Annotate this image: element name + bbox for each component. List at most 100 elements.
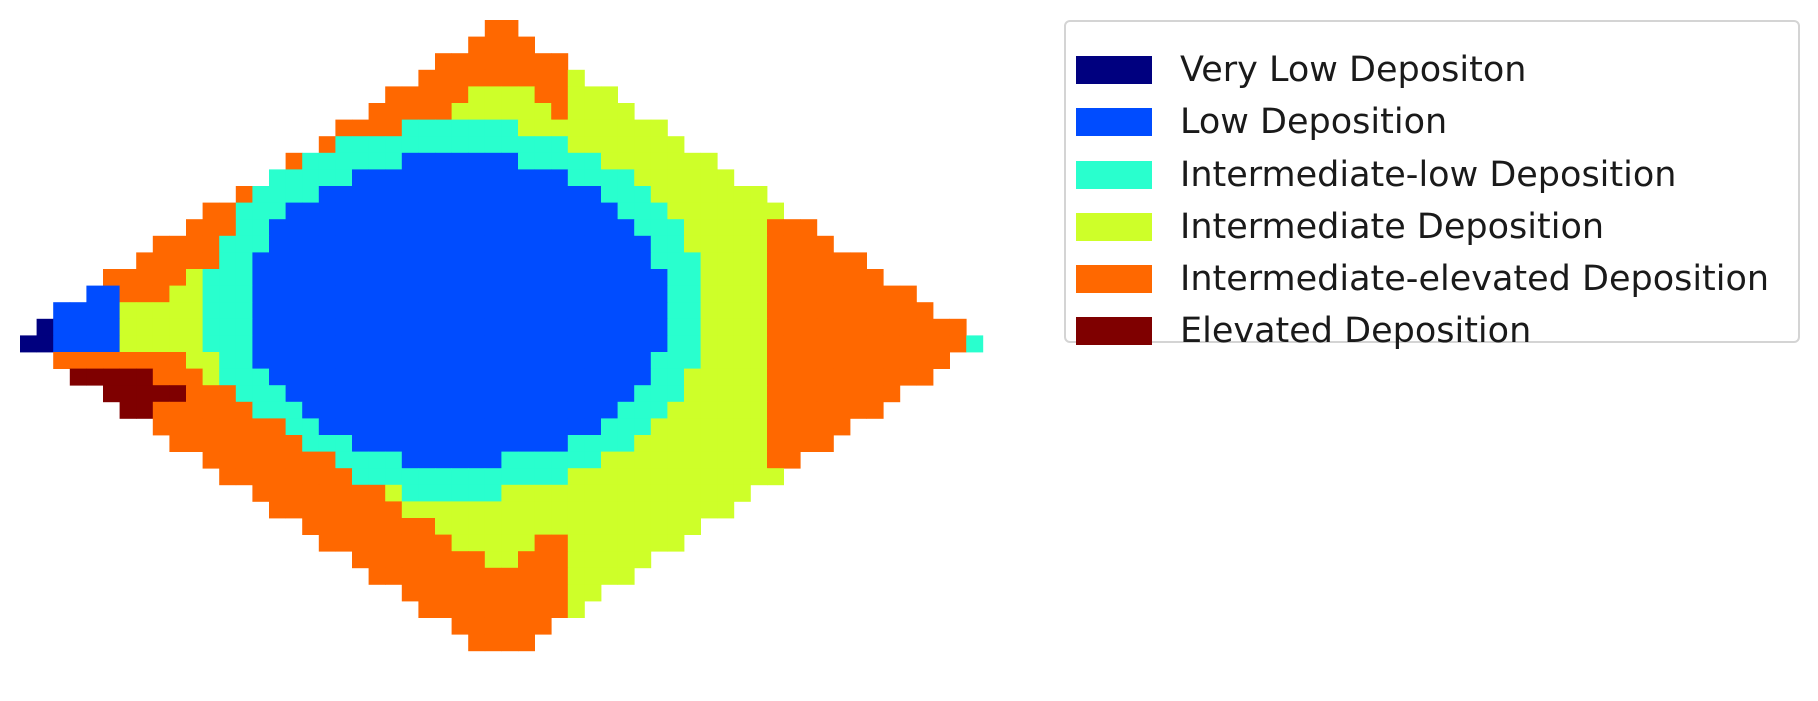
map-cell-intermediate_elevated bbox=[352, 551, 369, 569]
legend-item-very-low: Very Low Depositon bbox=[1076, 44, 1526, 96]
map-cell-low bbox=[385, 435, 403, 452]
map-cell-intermediate_elevated bbox=[202, 252, 220, 270]
map-cell-intermediate bbox=[468, 501, 486, 519]
map-cell-intermediate bbox=[634, 451, 652, 469]
map-cell-low bbox=[352, 335, 369, 353]
map-cell-low bbox=[601, 219, 618, 237]
map-cell-low bbox=[567, 202, 585, 220]
map-cell-intermediate_elevated bbox=[435, 103, 452, 120]
map-cell-intermediate bbox=[567, 534, 585, 552]
map-cell-intermediate_low bbox=[235, 385, 253, 403]
map-cell-low bbox=[318, 235, 336, 253]
map-cell-intermediate_elevated bbox=[136, 285, 154, 303]
map-cell-intermediate bbox=[667, 136, 685, 154]
map-cell-intermediate_elevated bbox=[800, 252, 818, 270]
map-cell-intermediate_elevated bbox=[401, 86, 419, 104]
map-cell-intermediate_elevated bbox=[800, 435, 818, 452]
map-cell-low bbox=[401, 352, 419, 369]
map-cell-intermediate_low bbox=[567, 169, 585, 187]
map-cell-intermediate_elevated bbox=[352, 484, 369, 502]
map-cell-low bbox=[418, 418, 436, 436]
map-cell-elevated bbox=[136, 368, 154, 386]
map-cell-low bbox=[252, 285, 270, 303]
map-cell-intermediate bbox=[750, 235, 768, 253]
map-cell-low bbox=[435, 302, 452, 320]
map-cell-intermediate_elevated bbox=[119, 269, 137, 286]
legend-swatch bbox=[1076, 161, 1152, 189]
map-cell-intermediate_low bbox=[202, 269, 220, 286]
map-cell-intermediate_elevated bbox=[816, 252, 834, 270]
map-cell-intermediate_elevated bbox=[468, 601, 486, 618]
map-cell-intermediate_low bbox=[352, 136, 369, 154]
map-cell-low bbox=[617, 335, 635, 353]
map-cell-intermediate_elevated bbox=[435, 584, 452, 602]
map-cell-low bbox=[318, 285, 336, 303]
map-cell-intermediate_elevated bbox=[800, 352, 818, 369]
map-cell-intermediate_low bbox=[468, 484, 486, 502]
map-cell-low bbox=[484, 418, 502, 436]
map-cell-intermediate bbox=[186, 335, 203, 353]
map-cell-intermediate_low bbox=[518, 468, 535, 486]
map-cell-intermediate_elevated bbox=[219, 385, 237, 403]
map-cell-intermediate bbox=[700, 269, 718, 286]
map-cell-intermediate_elevated bbox=[169, 269, 187, 286]
map-cell-intermediate_low bbox=[302, 418, 320, 436]
map-cell-low bbox=[617, 385, 635, 403]
map-cell-low bbox=[584, 401, 602, 419]
map-cell-intermediate bbox=[650, 468, 668, 486]
map-cell-intermediate bbox=[567, 501, 585, 519]
map-cell-intermediate bbox=[650, 186, 668, 203]
map-cell-intermediate_low bbox=[634, 385, 652, 403]
map-cell-intermediate bbox=[700, 418, 718, 436]
map-cell-intermediate_elevated bbox=[202, 219, 220, 237]
map-cell-intermediate_elevated bbox=[850, 318, 867, 336]
map-cell-intermediate_low bbox=[451, 136, 469, 154]
map-cell-intermediate_elevated bbox=[219, 435, 237, 452]
map-cell-intermediate_elevated bbox=[783, 252, 801, 270]
map-cell-intermediate_elevated bbox=[202, 418, 220, 436]
map-cell-intermediate_elevated bbox=[816, 418, 834, 436]
legend-label: Intermediate-low Deposition bbox=[1180, 154, 1677, 195]
map-cell-elevated bbox=[152, 385, 170, 403]
map-cell-intermediate bbox=[750, 252, 768, 270]
map-cell-intermediate_elevated bbox=[385, 534, 403, 552]
map-cell-low bbox=[501, 202, 519, 220]
map-cell-intermediate_elevated bbox=[866, 401, 884, 419]
map-cell-intermediate bbox=[601, 484, 618, 502]
map-cell-intermediate bbox=[119, 335, 137, 353]
map-cell-low bbox=[318, 186, 336, 203]
map-cell-low bbox=[335, 235, 353, 253]
map-cell-intermediate_elevated bbox=[152, 418, 170, 436]
map-cell-intermediate_elevated bbox=[866, 285, 884, 303]
map-cell-intermediate_low bbox=[584, 169, 602, 187]
map-cell-intermediate bbox=[684, 401, 701, 419]
map-cell-intermediate bbox=[136, 335, 154, 353]
map-cell-intermediate_low bbox=[534, 451, 552, 469]
legend-swatch bbox=[1076, 213, 1152, 241]
map-cell-intermediate_low bbox=[518, 136, 535, 154]
map-cell-low bbox=[418, 385, 436, 403]
map-cell-intermediate_elevated bbox=[468, 36, 486, 54]
map-cell-intermediate bbox=[684, 152, 701, 170]
map-cell-low bbox=[318, 252, 336, 270]
map-cell-intermediate_low bbox=[335, 169, 353, 187]
map-cell-intermediate bbox=[484, 103, 502, 120]
map-cell-intermediate_elevated bbox=[783, 401, 801, 419]
map-cell-low bbox=[451, 186, 469, 203]
map-cell-intermediate_low bbox=[335, 152, 353, 170]
map-cell-intermediate bbox=[634, 136, 652, 154]
map-cell-very_low bbox=[20, 335, 37, 353]
map-cell-intermediate bbox=[567, 86, 585, 104]
map-cell-low bbox=[501, 418, 519, 436]
map-cell-low bbox=[518, 285, 535, 303]
map-cell-intermediate_elevated bbox=[800, 368, 818, 386]
map-cell-intermediate_low bbox=[385, 468, 403, 486]
map-cell-low bbox=[401, 418, 419, 436]
map-cell-low bbox=[103, 335, 120, 353]
map-cell-low bbox=[269, 235, 286, 253]
map-cell-intermediate_elevated bbox=[833, 401, 851, 419]
map-cell-intermediate_elevated bbox=[235, 418, 253, 436]
map-cell-low bbox=[468, 335, 486, 353]
map-cell-low bbox=[501, 169, 519, 187]
map-cell-intermediate_low bbox=[634, 202, 652, 220]
